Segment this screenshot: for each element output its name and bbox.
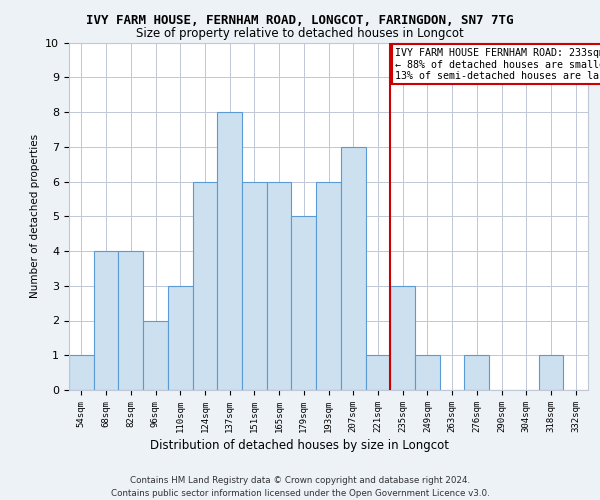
Text: Distribution of detached houses by size in Longcot: Distribution of detached houses by size … — [151, 440, 449, 452]
Bar — [69, 355, 94, 390]
Bar — [292, 216, 316, 390]
Bar — [539, 355, 563, 390]
Text: IVY FARM HOUSE, FERNHAM ROAD, LONGCOT, FARINGDON, SN7 7TG: IVY FARM HOUSE, FERNHAM ROAD, LONGCOT, F… — [86, 14, 514, 27]
Bar — [365, 355, 390, 390]
Bar — [390, 286, 415, 390]
Text: Contains HM Land Registry data © Crown copyright and database right 2024.
Contai: Contains HM Land Registry data © Crown c… — [110, 476, 490, 498]
Bar — [316, 182, 341, 390]
Bar — [267, 182, 292, 390]
Bar — [118, 251, 143, 390]
Text: IVY FARM HOUSE FERNHAM ROAD: 233sqm
← 88% of detached houses are smaller (56)
13: IVY FARM HOUSE FERNHAM ROAD: 233sqm ← 88… — [395, 48, 600, 81]
Bar — [94, 251, 118, 390]
Bar — [341, 147, 365, 390]
Bar — [242, 182, 267, 390]
Bar — [217, 112, 242, 390]
Y-axis label: Number of detached properties: Number of detached properties — [30, 134, 40, 298]
Text: Size of property relative to detached houses in Longcot: Size of property relative to detached ho… — [136, 28, 464, 40]
Bar — [415, 355, 440, 390]
Bar — [464, 355, 489, 390]
Bar — [168, 286, 193, 390]
Bar — [143, 320, 168, 390]
Bar — [193, 182, 217, 390]
